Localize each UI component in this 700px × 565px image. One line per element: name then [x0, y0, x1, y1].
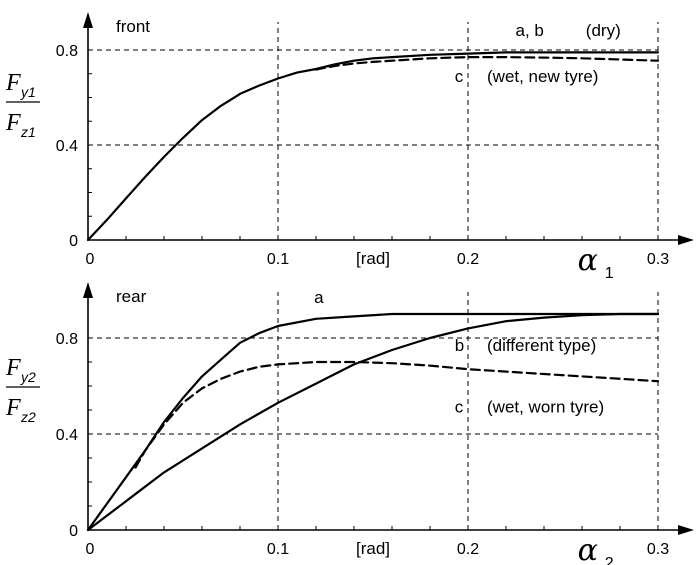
y-axis-arrow — [83, 12, 93, 28]
y-label-denominator: F — [5, 110, 21, 136]
y-tick-label: 0.8 — [56, 43, 78, 60]
x-tick-label: 0.3 — [647, 251, 669, 268]
y-tick-label: 0.4 — [56, 138, 78, 155]
x-tick-label: 0.2 — [457, 251, 479, 268]
annotation: c — [455, 397, 464, 416]
x-axis-arrow — [678, 525, 694, 535]
x-axis-subscript: 1 — [605, 265, 614, 282]
x-tick-label: 0.1 — [267, 251, 289, 268]
annotation: (different type) — [487, 336, 596, 355]
y-label-numerator-sub: y1 — [20, 84, 36, 100]
annotation: (wet, worn tyre) — [487, 397, 604, 416]
x-unit-label: [rad] — [356, 539, 390, 558]
y-tick-label: 0.4 — [56, 427, 78, 444]
x-axis-symbol: α — [578, 533, 598, 565]
annotation: (dry) — [586, 21, 621, 40]
y-tick-label: 0 — [69, 523, 78, 540]
series-line-b — [86, 312, 660, 532]
annotation: b — [455, 336, 464, 355]
y-axis-arrow — [83, 282, 93, 298]
y-label-denominator-sub: z2 — [20, 409, 36, 425]
y-tick-label: 0.8 — [56, 331, 78, 348]
annotation: a, b — [516, 21, 544, 40]
series-line-c — [134, 360, 660, 469]
annotation: (wet, new tyre) — [487, 67, 598, 86]
annotation: a — [314, 288, 324, 307]
y-label-denominator: F — [5, 395, 21, 421]
x-tick-label: 0 — [86, 541, 95, 558]
x-tick-label: 0 — [86, 251, 95, 268]
x-axis-subscript: 2 — [605, 555, 614, 565]
y-label-numerator: F — [5, 70, 21, 96]
annotation: c — [455, 67, 464, 86]
panel-label: front — [116, 17, 150, 36]
x-tick-label: 0.3 — [647, 541, 669, 558]
series-line-c — [314, 56, 660, 71]
x-tick-label: 0.1 — [267, 541, 289, 558]
y-label-denominator-sub: z1 — [20, 124, 36, 140]
x-axis-symbol: α — [578, 243, 598, 278]
panel-label: rear — [116, 287, 147, 306]
y-label-numerator-sub: y2 — [20, 369, 36, 385]
series-line-ab — [86, 51, 660, 242]
x-axis-arrow — [678, 235, 694, 245]
x-unit-label: [rad] — [356, 249, 390, 268]
x-tick-label: 0.2 — [457, 541, 479, 558]
y-label-numerator: F — [5, 355, 21, 381]
y-tick-label: 0 — [69, 233, 78, 250]
